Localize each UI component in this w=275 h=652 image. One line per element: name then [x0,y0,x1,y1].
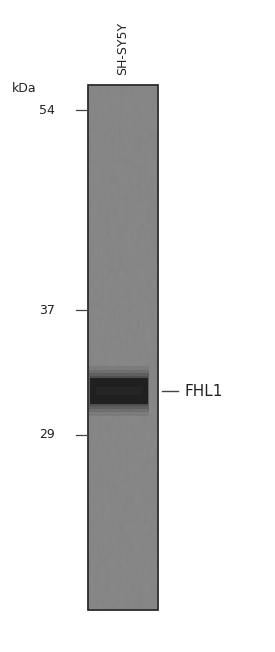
Bar [88,85,158,610]
Bar [89,366,150,416]
Bar [90,376,148,406]
Text: 54: 54 [39,104,55,117]
Text: SH-SY5Y: SH-SY5Y [117,22,130,75]
Text: 37: 37 [39,303,55,316]
Bar [96,387,142,395]
Bar [90,378,148,404]
Text: FHL1: FHL1 [185,383,223,398]
Bar [89,374,148,409]
Text: kDa: kDa [12,82,37,95]
Text: 29: 29 [39,428,55,441]
Bar [89,370,149,412]
